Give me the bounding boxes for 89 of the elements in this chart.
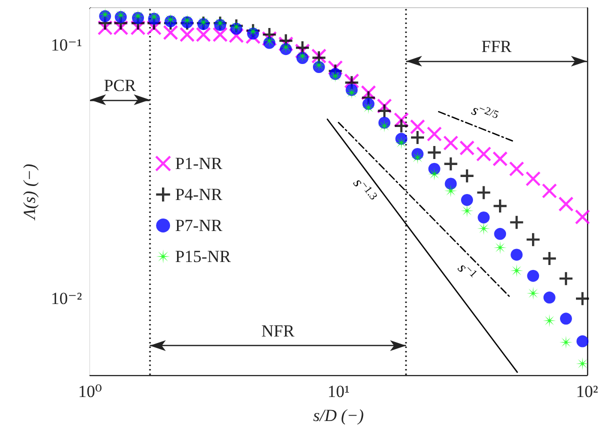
point [328,60,343,76]
point [494,241,507,254]
point [196,26,212,42]
point [558,270,574,286]
legend-label: P15-NR [175,247,232,266]
point [478,211,490,224]
point [212,26,228,42]
point [426,144,442,160]
point [574,209,590,225]
point [477,222,490,236]
point [411,151,424,164]
point [509,161,524,176]
x-axis-title: s/D (−) [313,406,364,425]
point [559,336,572,349]
point [345,86,358,100]
point [542,250,558,266]
point [294,43,310,59]
y-axis-title: Λ(s) (−) [20,164,39,222]
point [476,184,492,200]
point [576,335,588,348]
legend-label: P7-NR [175,216,223,235]
point [426,126,442,142]
point [443,135,458,151]
text: s−2/5 [469,102,501,122]
point [410,130,426,146]
point [510,248,523,261]
point [560,312,572,325]
x-tick-label: 10⁰ [78,382,102,401]
point [376,103,392,118]
point [476,146,492,162]
point [98,8,112,21]
point [558,196,574,212]
point [444,184,458,198]
point [543,292,556,304]
point [394,136,408,150]
point [180,14,194,27]
text: s−1.3 [350,176,380,203]
point [542,183,558,199]
point [526,171,541,186]
point [444,178,457,190]
point [262,31,277,46]
point [180,26,195,42]
band-label: NFR [261,322,296,341]
point [443,156,458,172]
point [576,357,589,370]
point [410,119,426,134]
point [360,85,376,100]
point [262,34,276,48]
point [245,28,261,44]
point [279,40,292,54]
point [428,168,441,181]
point [113,20,128,36]
point [494,228,506,240]
text: s−1 [454,260,480,280]
point [362,101,375,114]
point [114,8,128,22]
point [526,286,540,300]
point [461,194,474,206]
point [378,119,391,132]
point [510,264,524,278]
point [97,20,113,36]
point [130,20,146,36]
point [526,232,541,248]
point [162,24,178,40]
y-tick-label: 10⁻¹ [50,36,82,55]
point [459,140,475,156]
point [312,58,326,72]
point [296,50,309,63]
point [509,214,524,230]
x-tick-label: 10² [576,382,598,401]
point [527,270,540,282]
point [146,20,162,36]
point [460,204,474,218]
point [394,118,409,134]
band-label: FFR [481,37,512,56]
y-tick-label: 10⁻² [50,289,82,308]
point [376,98,392,114]
point [278,36,294,52]
x-tick-label: 10¹ [327,382,350,401]
point [492,198,508,214]
point [394,112,409,128]
point [459,168,475,184]
legend-label: P1-NR [175,154,223,173]
point [228,28,244,44]
legend-label: P4-NR [175,185,223,204]
point [574,291,590,306]
point [492,151,508,166]
point [542,314,556,328]
band-label: PCR [104,76,137,95]
